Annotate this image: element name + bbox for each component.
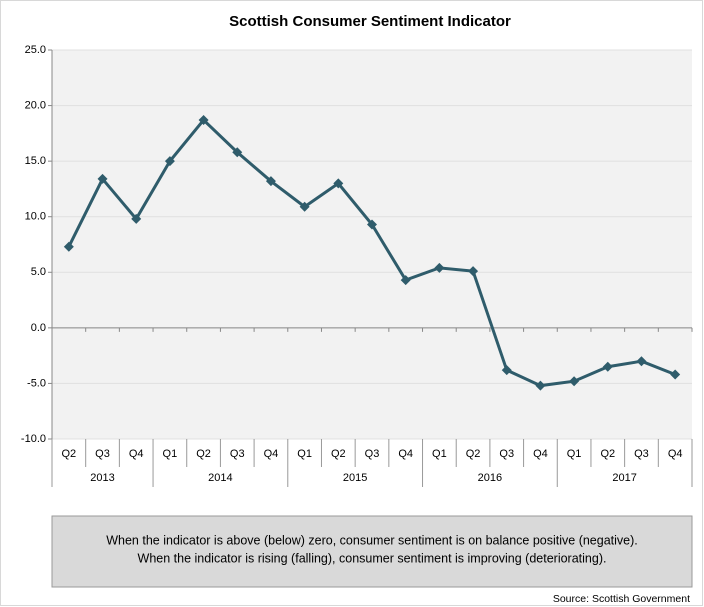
note-line: When the indicator is above (below) zero… [106, 533, 638, 547]
x-tick-label: Q3 [634, 448, 649, 460]
plot-area [52, 50, 692, 439]
x-group-label: 2015 [343, 472, 367, 484]
y-tick-label: -5.0 [27, 377, 46, 389]
y-tick-label: 0.0 [31, 322, 46, 334]
x-group-label: 2016 [478, 472, 502, 484]
marker [299, 201, 310, 212]
marker [400, 275, 411, 286]
y-tick-label: 15.0 [25, 155, 46, 167]
source: Source: Scottish Government [553, 593, 690, 605]
marker [131, 213, 142, 224]
marker [63, 241, 74, 252]
x-tick-label: Q4 [129, 448, 144, 460]
x-tick-label: Q2 [61, 448, 76, 460]
note-box [51, 515, 693, 588]
x-group-label: 2013 [90, 472, 114, 484]
x-tick-label: Q2 [466, 448, 481, 460]
y-tick-label: 5.0 [31, 266, 46, 278]
marker [501, 365, 512, 376]
marker [198, 115, 209, 126]
x-tick-label: Q1 [567, 448, 582, 460]
y-tick-label: 10.0 [25, 211, 46, 223]
marker [535, 380, 546, 391]
x-group-label: 2017 [612, 472, 636, 484]
x-tick-label: Q4 [668, 448, 683, 460]
marker [367, 219, 377, 230]
chart-title: Scottish Consumer Sentiment Indicator [229, 13, 511, 30]
marker [636, 356, 647, 367]
x-tick-label: Q1 [163, 448, 178, 460]
y-tick-label: 20.0 [25, 99, 46, 111]
x-tick-label: Q4 [398, 448, 413, 460]
x-tick-label: Q4 [533, 448, 548, 460]
x-tick-label: Q1 [432, 448, 447, 460]
x-tick-label: Q2 [600, 448, 615, 460]
x-group-label: 2014 [208, 472, 232, 484]
x-tick-label: Q4 [264, 448, 279, 460]
note-line: When the indicator is rising (falling), … [138, 551, 607, 565]
x-tick-label: Q3 [365, 448, 380, 460]
x-tick-label: Q2 [331, 448, 346, 460]
x-tick-label: Q3 [499, 448, 514, 460]
marker [569, 376, 580, 387]
x-tick-label: Q3 [230, 448, 245, 460]
marker [164, 156, 175, 167]
y-tick-label: -10.0 [21, 433, 46, 445]
marker [468, 266, 479, 277]
y-tick-label: 25.0 [25, 44, 46, 56]
x-tick-label: Q3 [95, 448, 110, 460]
x-tick-label: Q1 [297, 448, 312, 460]
marker [670, 369, 681, 380]
marker [97, 173, 108, 184]
marker [265, 176, 276, 187]
x-tick-label: Q2 [196, 448, 211, 460]
marker [232, 147, 243, 158]
marker [333, 178, 344, 189]
marker [434, 262, 445, 273]
marker [602, 361, 613, 372]
